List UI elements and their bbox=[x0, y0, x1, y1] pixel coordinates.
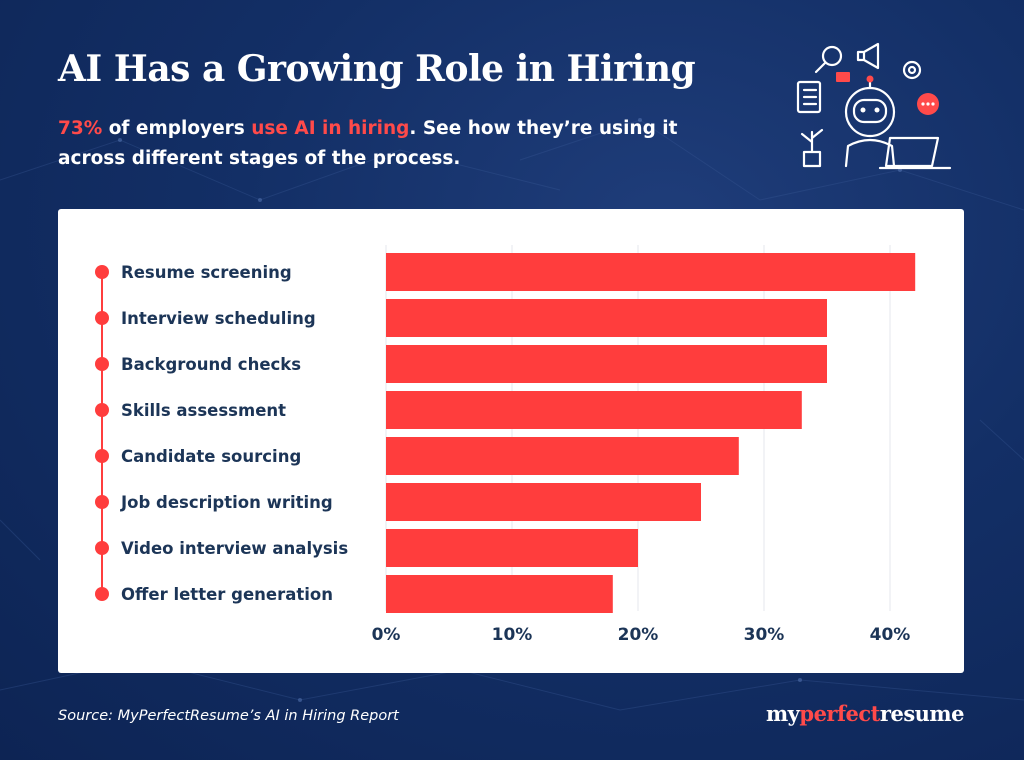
x-tick-label: 30% bbox=[744, 625, 785, 645]
megaphone-icon bbox=[856, 42, 880, 70]
category-label: Interview scheduling bbox=[121, 309, 316, 328]
bar bbox=[386, 299, 827, 337]
bar bbox=[386, 345, 827, 383]
bar bbox=[386, 391, 802, 429]
category-label: Job description writing bbox=[120, 493, 333, 512]
timeline-dot bbox=[95, 587, 109, 601]
timeline-dot bbox=[95, 541, 109, 555]
chart-panel: Resume screening Interview scheduling Back… bbox=[58, 209, 964, 673]
brand-logo: myperfectresume bbox=[765, 701, 965, 726]
x-tick-label: 40% bbox=[870, 625, 911, 645]
brand-logo-part-2: perfect bbox=[799, 701, 880, 726]
bar bbox=[386, 575, 613, 613]
category-label: Candidate sourcing bbox=[121, 447, 301, 466]
page-subtitle: 73% of employers use AI in hiring. See h… bbox=[58, 114, 738, 174]
page-title: AI Has a Growing Role in Hiring bbox=[58, 48, 696, 90]
category-label: Video interview analysis bbox=[121, 539, 348, 558]
brand-logo-part-3: resume bbox=[879, 701, 965, 726]
timeline-dot bbox=[95, 403, 109, 417]
envelope-icon bbox=[836, 72, 850, 82]
plant-icon bbox=[800, 128, 824, 168]
bar bbox=[386, 483, 701, 521]
bar bbox=[386, 253, 916, 291]
timeline-dot bbox=[95, 357, 109, 371]
robot-at-laptop-icon bbox=[796, 42, 952, 170]
laptop-icon bbox=[884, 136, 940, 168]
checklist-icon bbox=[796, 80, 822, 114]
timeline-dot bbox=[95, 495, 109, 509]
magnifier-icon bbox=[821, 45, 843, 67]
category-label: Skills assessment bbox=[121, 401, 286, 420]
subtitle-text-1: of employers bbox=[102, 118, 252, 139]
category-labels: Resume screening Interview scheduling Back… bbox=[120, 263, 348, 604]
subtitle-percent: 73% bbox=[58, 118, 103, 139]
bar-chart: Resume screening Interview scheduling Back… bbox=[95, 245, 916, 645]
bars bbox=[386, 253, 916, 613]
bar bbox=[386, 529, 638, 567]
x-axis-ticks: 0% 10% 20% 30% 40% bbox=[372, 625, 911, 645]
x-tick-label: 10% bbox=[492, 625, 533, 645]
category-label: Background checks bbox=[121, 355, 301, 374]
timeline-dot bbox=[95, 265, 109, 279]
subtitle-text-2: . See how they’re using it across differ… bbox=[58, 118, 678, 169]
timeline-dot bbox=[95, 449, 109, 463]
gear-icon bbox=[902, 60, 922, 80]
subtitle-highlight: use AI in hiring bbox=[251, 118, 410, 139]
category-label: Resume screening bbox=[121, 263, 292, 282]
category-timeline bbox=[95, 265, 109, 601]
x-tick-label: 20% bbox=[618, 625, 659, 645]
x-tick-label: 0% bbox=[372, 625, 401, 645]
brand-logo-part-1: my bbox=[765, 701, 800, 726]
bar bbox=[386, 437, 739, 475]
source-note: Source: MyPerfectResume’s AI in Hiring R… bbox=[58, 708, 399, 724]
timeline-dot bbox=[95, 311, 109, 325]
category-label: Offer letter generation bbox=[121, 585, 333, 604]
